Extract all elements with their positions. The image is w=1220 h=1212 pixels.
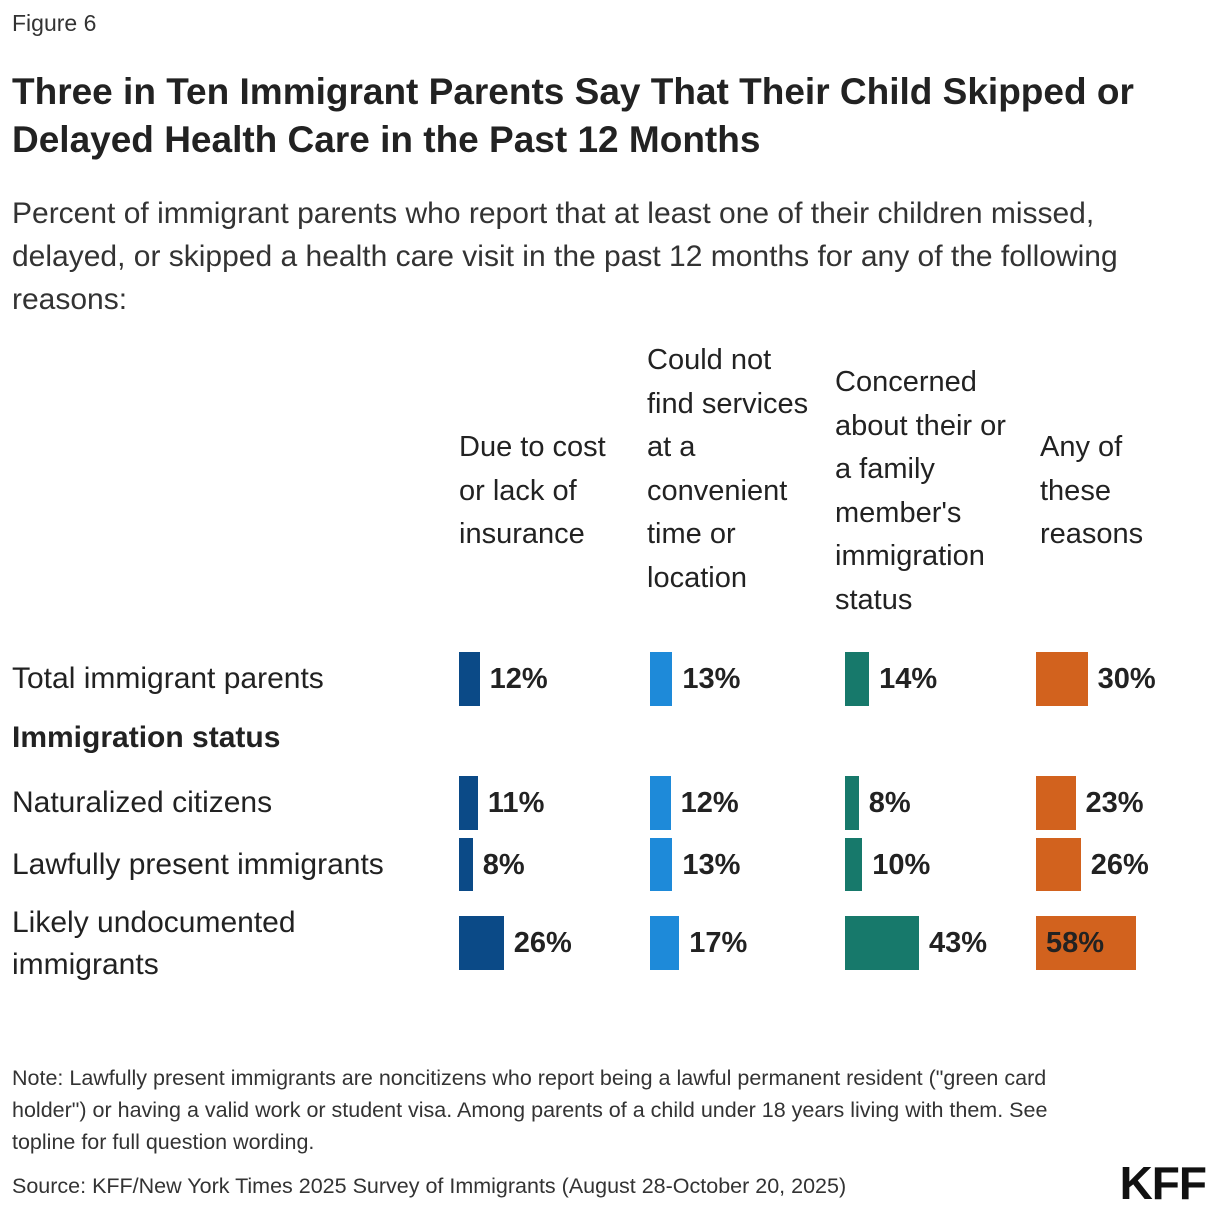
bar-lawfully-present-immigrants-s2 xyxy=(845,838,863,891)
row-label-total: Total immigrant parents xyxy=(12,662,324,695)
chart-subtitle: Percent of immigrant parents who report … xyxy=(12,197,1118,316)
bar-likely-undocumented-immigrants-s2 xyxy=(845,916,919,970)
group-label-immigration-status: Immigration status xyxy=(12,721,281,754)
bar-naturalized-citizens-s2 xyxy=(845,776,859,830)
value-label-total-immigrant-parents-s3: 30% xyxy=(1097,663,1156,695)
bar-likely-undocumented-immigrants-s0 xyxy=(459,916,504,970)
value-label-lawfully-present-immigrants-s2: 10% xyxy=(872,848,931,881)
column-header-immigration-status: Concerned about their or a family member… xyxy=(835,366,1006,616)
column-header-any-reason: Any of these reasons xyxy=(1040,431,1144,550)
bar-naturalized-citizens-s0 xyxy=(459,776,478,830)
value-label-total-immigrant-parents-s0: 12% xyxy=(489,663,548,695)
row-label-naturalized: Naturalized citizens xyxy=(12,786,273,819)
value-label-naturalized-citizens-s3: 23% xyxy=(1085,787,1144,819)
row-label-lawfully-present: Lawfully present immigrants xyxy=(12,848,384,881)
bar-naturalized-citizens-s3 xyxy=(1036,776,1076,830)
value-label-total-immigrant-parents-s1: 13% xyxy=(682,663,741,695)
chart-title: Three in Ten Immigrant Parents Say That … xyxy=(12,71,1134,160)
column-header-services: Could not find services at a convenient … xyxy=(647,344,809,594)
source-note: Source: KFF/New York Times 2025 Survey o… xyxy=(12,1174,847,1198)
bar-total-immigrant-parents-s2 xyxy=(845,652,870,706)
footnote: Note: Lawfully present immigrants are no… xyxy=(12,1066,1048,1154)
bar-lawfully-present-immigrants-s3 xyxy=(1036,838,1081,891)
bar-lawfully-present-immigrants-s1 xyxy=(650,838,673,891)
figure-label: Figure 6 xyxy=(12,10,97,36)
value-label-naturalized-citizens-s0: 11% xyxy=(487,787,545,819)
value-label-naturalized-citizens-s1: 12% xyxy=(680,787,739,819)
value-label-likely-undocumented-immigrants-s0: 26% xyxy=(513,927,572,959)
value-label-likely-undocumented-immigrants-s3: 58% xyxy=(1046,927,1105,959)
value-label-lawfully-present-immigrants-s3: 26% xyxy=(1090,848,1149,881)
bar-likely-undocumented-immigrants-s3 xyxy=(1036,916,1136,970)
value-label-likely-undocumented-immigrants-s2: 43% xyxy=(928,927,987,959)
bar-total-immigrant-parents-s3 xyxy=(1036,652,1088,706)
row-label-undocumented: Likely undocumented immigrants xyxy=(12,906,296,981)
kff-logo: KFF xyxy=(1119,1157,1207,1209)
bar-total-immigrant-parents-s1 xyxy=(650,652,673,706)
bar-lawfully-present-immigrants-s0 xyxy=(459,838,473,891)
bar-likely-undocumented-immigrants-s1 xyxy=(650,916,680,970)
column-header-cost: Due to cost or lack of insurance xyxy=(459,431,606,550)
value-label-total-immigrant-parents-s2: 14% xyxy=(879,663,938,695)
value-label-naturalized-citizens-s2: 8% xyxy=(868,787,911,819)
bar-naturalized-citizens-s1 xyxy=(650,776,671,830)
value-label-lawfully-present-immigrants-s1: 13% xyxy=(682,848,741,881)
value-label-likely-undocumented-immigrants-s1: 17% xyxy=(689,927,748,959)
bar-total-immigrant-parents-s0 xyxy=(459,652,480,706)
value-label-lawfully-present-immigrants-s0: 8% xyxy=(482,848,525,881)
